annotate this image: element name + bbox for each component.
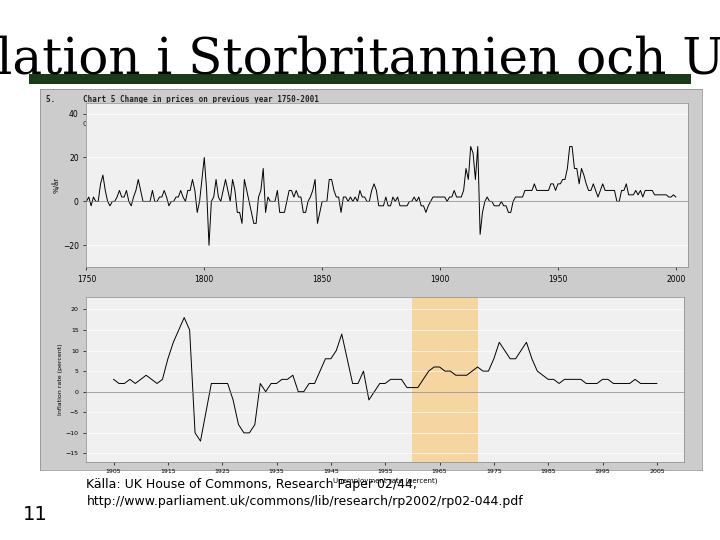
Y-axis label: %/år: %/år: [53, 177, 60, 193]
Text: Change in prices on previous year: Change in prices on previous year: [83, 122, 223, 127]
Text: 5.      Chart 5 Change in prices on previous year 1750-2001: 5. Chart 5 Change in prices on previous …: [46, 95, 319, 104]
Text: http://www.parliament.uk/commons/lib/research/rp2002/rp02-044.pdf: http://www.parliament.uk/commons/lib/res…: [86, 495, 523, 508]
X-axis label: Unemployment rate (percent): Unemployment rate (percent): [333, 477, 438, 484]
Y-axis label: Inflation rate (percent): Inflation rate (percent): [58, 343, 63, 415]
Bar: [413, 289, 477, 474]
Text: Inflation i Storbritannien och USA: Inflation i Storbritannien och USA: [0, 35, 720, 85]
Text: 11: 11: [23, 505, 48, 524]
Text: Källa: UK House of Commons, Research Paper 02/44,: Källa: UK House of Commons, Research Pap…: [86, 478, 418, 491]
